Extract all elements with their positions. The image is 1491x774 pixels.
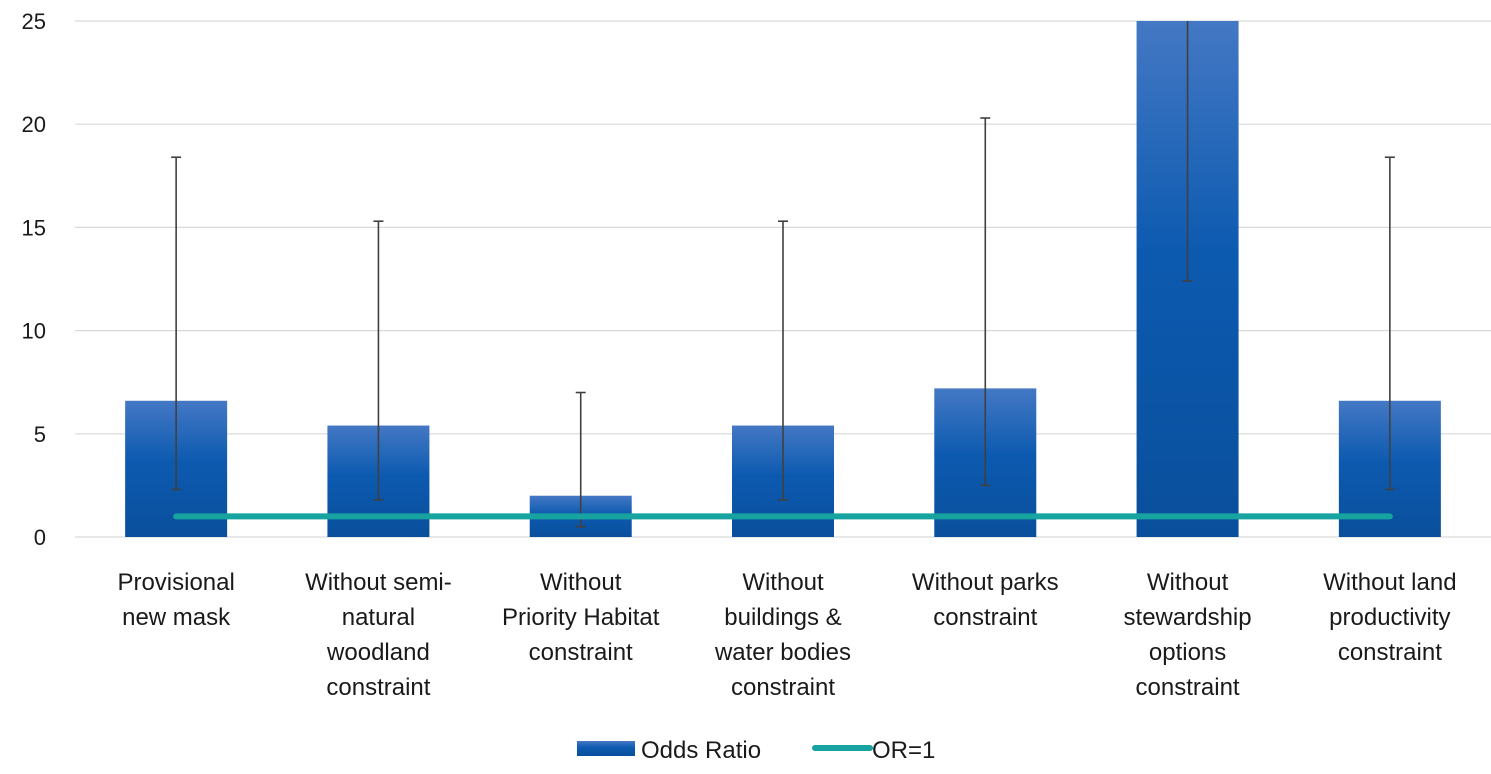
x-category-label-3-line-1: buildings &	[724, 604, 841, 631]
x-category-label-1-line-3: constraint	[326, 674, 430, 701]
legend: Odds Ratio OR=1	[577, 737, 935, 764]
x-category-label-5-line-1: stewardship	[1124, 604, 1252, 631]
y-tick-label-5: 5	[34, 422, 46, 447]
x-category-label-0-line-1: new mask	[122, 604, 231, 631]
x-category-label-2-line-1: Priority Habitat	[502, 604, 660, 631]
x-category-label-2: Without Priority Habitat constraint	[502, 569, 660, 666]
x-category-label-0: Provisional new mask	[117, 569, 234, 631]
x-axis-category-labels: Provisional new mask Without semi-natural w…	[117, 569, 1456, 701]
x-category-label-2-line-0: Without	[540, 569, 622, 596]
y-tick-label-20: 20	[22, 112, 46, 137]
x-category-label-3-line-0: Without	[742, 569, 824, 596]
x-category-label-1-line-1: natural	[342, 604, 415, 631]
x-category-label-3-line-2: water bodies	[714, 639, 851, 666]
y-tick-label-0: 0	[34, 525, 46, 550]
x-category-label-2-line-2: constraint	[529, 639, 633, 666]
x-category-label-5-line-3: constraint	[1136, 674, 1240, 701]
x-category-label-4: Without parks constraint	[912, 569, 1059, 631]
x-category-label-5: Without stewardship options constraint	[1124, 569, 1252, 701]
legend-swatch-odds-ratio	[577, 741, 635, 756]
x-category-label-5-line-2: options	[1149, 639, 1226, 666]
y-tick-label-25: 25	[22, 9, 46, 34]
x-category-label-0-line-0: Provisional	[117, 569, 234, 596]
x-category-label-1-line-0: Without semi-	[305, 569, 452, 596]
x-category-label-6-line-2: constraint	[1338, 639, 1442, 666]
y-axis-tick-labels: 0 5 10 15 20 25	[22, 9, 46, 550]
x-category-label-1-line-2: woodland	[326, 639, 430, 666]
x-category-label-3: Without buildings & water bodies constraint	[714, 569, 851, 701]
x-category-label-1: Without semi-natural woodland constraint	[305, 569, 452, 701]
x-category-label-4-line-1: constraint	[933, 604, 1037, 631]
x-category-label-6: Without land productivity constraint	[1323, 569, 1456, 666]
legend-label-odds-ratio: Odds Ratio	[641, 737, 761, 764]
x-category-label-6-line-0: Without land	[1323, 569, 1456, 596]
x-category-label-6-line-1: productivity	[1329, 604, 1450, 631]
y-tick-label-15: 15	[22, 215, 46, 240]
y-tick-label-10: 10	[22, 319, 46, 344]
legend-label-or1: OR=1	[872, 737, 935, 764]
x-category-label-4-line-0: Without parks	[912, 569, 1059, 596]
x-category-label-5-line-0: Without	[1147, 569, 1229, 596]
x-category-label-3-line-3: constraint	[731, 674, 835, 701]
